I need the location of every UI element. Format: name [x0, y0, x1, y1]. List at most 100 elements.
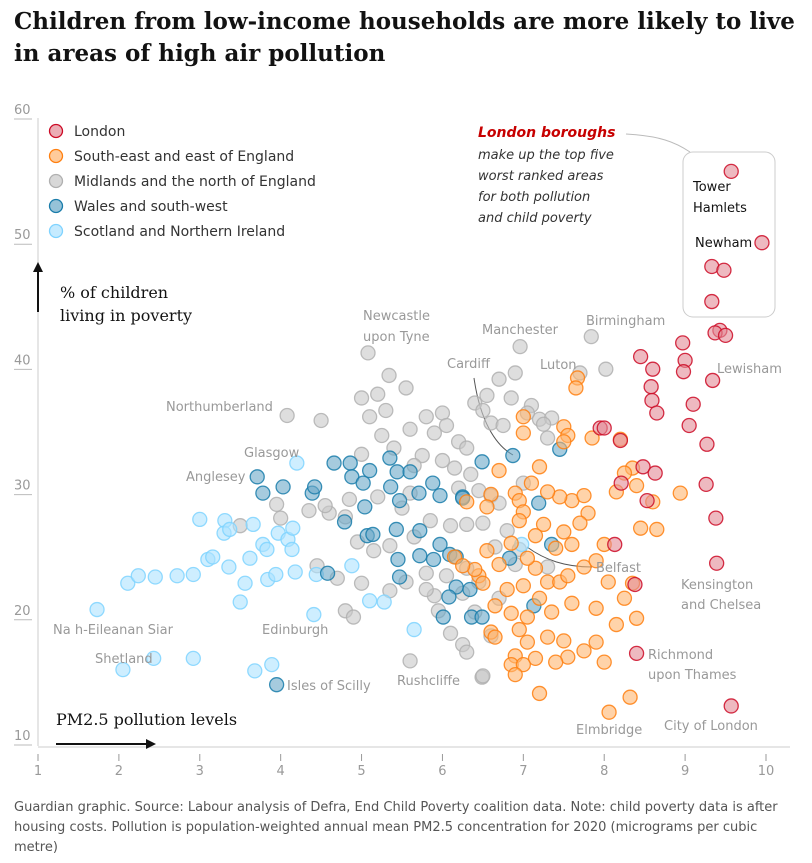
data-point — [672, 485, 688, 501]
data-point — [438, 568, 455, 584]
legend-swatch — [48, 148, 64, 164]
data-point — [491, 462, 507, 479]
data-point — [237, 575, 253, 591]
data-point — [675, 364, 692, 380]
data-point — [622, 689, 638, 705]
data-point — [698, 476, 714, 492]
label-manchester: Manchester — [482, 323, 559, 338]
data-point — [628, 477, 645, 494]
data-point — [434, 452, 451, 469]
data-point — [391, 569, 408, 585]
data-point — [535, 516, 552, 533]
data-point — [635, 459, 651, 475]
legend-swatch — [48, 198, 64, 214]
data-point — [462, 581, 478, 598]
data-point — [222, 521, 238, 538]
data-point — [645, 361, 661, 377]
data-point — [115, 661, 131, 678]
data-point — [459, 494, 475, 510]
data-point — [147, 569, 163, 585]
data-point — [628, 610, 645, 626]
label-tower-hamlets: Tower — [692, 180, 731, 195]
data-point — [389, 464, 405, 480]
data-point — [491, 371, 507, 387]
data-point — [365, 526, 381, 543]
label-belfast: Belfast — [596, 561, 641, 576]
data-point — [515, 409, 531, 425]
data-point — [361, 593, 378, 609]
data-point — [505, 447, 521, 464]
data-point — [632, 348, 649, 365]
y-tick-label: 20 — [14, 604, 31, 619]
data-point — [146, 650, 162, 667]
data-point — [632, 520, 649, 536]
data-point — [596, 420, 612, 436]
label-newcastle-2: upon Tyne — [363, 330, 430, 345]
legend: London South-east and east of England Midl… — [48, 123, 316, 240]
data-point — [317, 497, 333, 514]
data-point — [287, 564, 303, 580]
data-point — [438, 417, 455, 434]
data-point — [564, 536, 580, 553]
data-point — [487, 598, 503, 614]
data-point — [378, 402, 394, 419]
data-point — [313, 412, 329, 429]
data-point — [588, 600, 604, 616]
data-point — [699, 436, 715, 452]
data-point — [527, 560, 544, 576]
data-point — [568, 380, 584, 396]
label-newcastle: Newcastle — [363, 309, 430, 324]
data-point — [169, 568, 185, 584]
data-point — [507, 667, 523, 683]
data-point — [336, 514, 353, 530]
data-point — [360, 345, 376, 361]
data-point — [474, 609, 490, 625]
data-point — [613, 475, 629, 491]
y-ticks: 10 20 30 40 50 60 — [14, 103, 32, 746]
data-point — [459, 516, 475, 533]
label-shetland: Shetland — [95, 652, 153, 667]
y-tick-label: 60 — [14, 103, 31, 118]
data-point — [361, 462, 378, 479]
legend-swatch — [48, 123, 64, 139]
x-tick-label: 5 — [357, 764, 365, 779]
x-tick-label: 6 — [438, 764, 446, 779]
data-point — [709, 555, 725, 571]
data-point — [515, 578, 531, 594]
data-point — [616, 590, 633, 606]
data-point — [548, 540, 564, 556]
data-point — [612, 432, 629, 449]
label-rushcliffe: Rushcliffe — [397, 674, 460, 689]
data-point — [402, 464, 418, 480]
label-kensington: Kensington — [681, 578, 753, 593]
label-elmbridge: Elmbridge — [576, 723, 642, 738]
annotation-line: and child poverty — [478, 211, 592, 226]
data-point — [342, 455, 358, 471]
data-point — [245, 516, 261, 533]
data-point — [273, 510, 289, 526]
legend-swatch — [48, 173, 64, 189]
data-point — [584, 430, 600, 446]
data-point — [580, 505, 596, 521]
data-point — [418, 565, 434, 581]
data-point — [425, 551, 442, 568]
data-point — [355, 475, 371, 491]
data-point — [708, 510, 724, 526]
data-point — [326, 455, 342, 471]
data-point — [503, 535, 519, 551]
data-point — [446, 460, 463, 476]
data-point — [600, 574, 616, 590]
data-point — [459, 440, 475, 456]
data-point — [412, 548, 428, 564]
data-point — [628, 645, 645, 662]
data-point — [284, 541, 300, 558]
data-point — [414, 447, 430, 464]
data-point — [442, 625, 459, 641]
data-point — [475, 668, 491, 684]
data-point — [527, 650, 544, 667]
data-point — [548, 654, 564, 670]
data-point — [390, 551, 406, 568]
legend-label: Wales and south-west — [74, 199, 228, 215]
data-point — [507, 365, 523, 381]
data-point — [120, 575, 136, 591]
